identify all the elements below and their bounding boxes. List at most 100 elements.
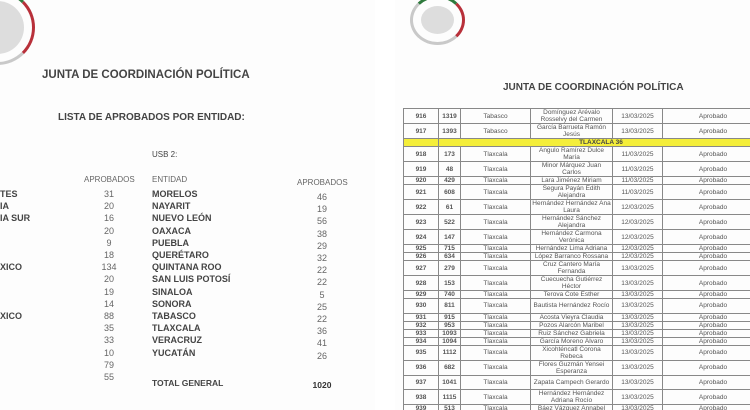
folio-cell: 811 [438,298,461,314]
senate-seal-logo [0,0,35,65]
date-cell: 12/03/2025 [612,244,663,253]
table-row: 933 1093 Tlaxcala Ruiz Sánchez Gabriela 13/0… [403,328,750,338]
date-cell: 13/03/2025 [612,374,663,390]
row-number-cell: 920 [403,176,439,185]
status-cell: Aprobado [662,320,750,330]
folio-cell: 1094 [438,336,461,346]
applicant-name-cell: Hernández Lima Adriana [530,244,613,253]
date-cell: 13/03/2025 [612,320,663,330]
approved-count: 18 [103,250,114,260]
approved-count: 35 [103,323,114,334]
folio-cell: 1041 [438,374,461,390]
state-name: NUEVO LEÓN [152,213,212,224]
state-name: TLAXCALA [152,323,201,334]
state-cell: Tlaxcala [460,374,531,390]
approved-count: 25 [316,301,327,312]
folio-cell: 147 [438,229,461,245]
folio-cell: 1093 [438,328,461,338]
date-cell: 11/03/2025 [612,161,663,177]
state-name-truncated: XICO [0,311,23,321]
state-cell: Tlaxcala [460,328,531,338]
applicant-name-cell: Cruz Cantero María Fernanda [530,260,613,276]
applicant-name-cell: Angulo Ramírez Dulce María [530,146,613,162]
approved-count: 88 [103,311,114,321]
approved-count: 20 [103,201,114,212]
date-cell: 11/03/2025 [612,146,663,162]
applicant-name-cell: Minor Márquez Juan Carlos [530,161,613,177]
approved-count: 5 [319,289,325,300]
table-row: 923 522 Tlaxcala Hernández Sánchez Alejandr… [403,214,750,230]
approved-count: 19 [103,286,114,297]
row-number-cell: 935 [403,344,439,361]
state-cell: Tlaxcala [460,146,531,162]
status-cell: Aprobado [662,199,750,215]
applicant-name-cell: Hernández Hernández Adriana Rocío [530,389,613,405]
row-number-cell: 936 [403,359,439,376]
date-cell: 13/03/2025 [612,336,663,346]
approved-count: 16 [103,213,114,224]
folio-cell: 429 [438,176,461,185]
folio-cell: 279 [438,260,461,276]
table-row: 936 682 Tlaxcala Flores Guzmán Yensei Esper… [403,359,750,376]
applicant-name-cell: Terova Cote Esther [530,290,613,299]
state-cell: Tlaxcala [460,344,531,361]
state-cell: Tlaxcala [460,161,531,177]
row-number-cell: 939 [403,404,439,410]
state-name: NAYARIT [152,201,191,212]
folio-cell: 513 [438,404,461,410]
status-cell: Aprobado [662,184,750,200]
state-cell: Tlaxcala [460,359,531,376]
folio-cell: 953 [438,320,461,330]
table-row: 927 279 Tlaxcala Cruz Cantero María Fernand… [403,260,750,276]
state-cell: Tlaxcala [460,176,531,185]
approved-count: 20 [103,225,114,236]
approved-count: 22 [316,314,327,324]
table-row: 930 811 Tlaxcala Bautista Hernández Rocío 13… [403,298,750,314]
applicant-name-cell: Hernández Sánchez Alejandra [530,214,613,230]
state-name: OAXACA [152,225,192,236]
folio-cell: 153 [438,275,461,291]
approved-count: 32 [316,253,327,263]
table-row: 916 1319 Tabasco Domínguez Arévalo Rosselvy… [403,108,750,124]
table-row: 931 915 Tlaxcala Acosta Vieyra Claudia 13/03… [403,312,750,322]
row-number-cell: 925 [403,244,439,253]
folio-cell: 715 [438,244,461,253]
folio-cell: 61 [438,199,461,215]
column-header-entidad: ENTIDAD [152,175,188,184]
state-cell: Tlaxcala [460,275,531,291]
state-name: VERACRUZ [152,335,203,346]
state-name-truncated: TES [0,189,18,199]
approved-count: 38 [316,228,327,239]
state-cell: Tlaxcala [460,290,531,299]
state-cell: Tlaxcala [460,298,531,314]
approved-count: 31 [103,189,114,199]
folio-cell: 682 [438,359,461,376]
state-name: TABASCO [152,311,196,321]
approved-count: 14 [103,298,114,309]
row-number-cell: 931 [403,312,439,322]
approved-count: 56 [316,216,327,227]
column-header-aprobados-2: APROBADOS [297,178,348,187]
table-row: 926 634 Tlaxcala López Barranco Rossana 12/0… [403,252,750,261]
folio-cell: 48 [438,161,461,177]
state-cell: Tlaxcala [460,184,531,200]
applicant-name-cell: López Barranco Rossana [530,252,613,261]
applicant-name-cell: Zapata Campech Gerardo [530,374,613,390]
state-cell: Tlaxcala [460,260,531,276]
table-row: 934 1094 Tlaxcala García Moreno Álvaro 13/03… [403,336,750,346]
table-row: 925 715 Tlaxcala Hernández Lima Adriana 12/0… [403,244,750,253]
row-number-cell: 929 [403,290,439,299]
row-number-cell: 928 [403,275,439,291]
status-cell: Aprobado [662,389,750,405]
table-row: 920 429 Tlaxcala Lara Jiménez Miriam 11/03/2… [403,176,750,185]
status-cell: Aprobado [662,146,750,162]
date-cell: 13/03/2025 [612,344,663,361]
state-name: QUERÉTARO [152,250,209,260]
row-number-cell: 922 [403,199,439,215]
section-row: TLAXCALA 36 [403,138,750,147]
status-cell: Aprobado [662,244,750,253]
approved-count: 9 [106,237,112,248]
folio-cell: 1393 [438,123,461,139]
approved-count: 79 [103,359,114,370]
applicant-name-cell: García Barrueta Ramón Jesús [530,123,613,139]
